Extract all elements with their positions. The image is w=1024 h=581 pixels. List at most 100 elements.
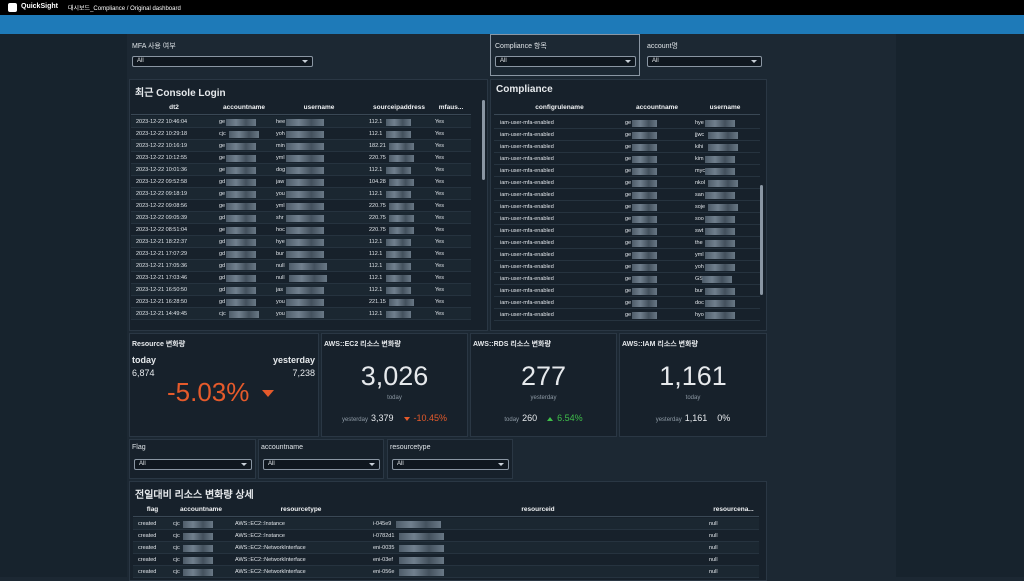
redacted — [182, 532, 213, 540]
trend-arrow — [403, 416, 410, 421]
redacted — [285, 166, 324, 174]
row-line — [131, 199, 471, 200]
table-cell: Yes — [435, 203, 444, 209]
kpi-label: yesterday — [272, 355, 315, 365]
redacted — [704, 299, 735, 307]
filter-select[interactable]: All — [263, 459, 380, 470]
redacted — [225, 298, 256, 306]
filter-select[interactable]: All — [392, 459, 509, 470]
redacted — [285, 190, 324, 198]
table-cell: ge — [219, 155, 226, 161]
kpi-number: 6,874 — [132, 368, 155, 378]
table-cell: min — [276, 143, 285, 149]
table-cell: ge — [625, 180, 632, 186]
redacted — [225, 166, 256, 174]
table-cell: iam-user-mfa-enabled — [500, 276, 554, 282]
top-bar: QuickSight 대시보드_Compliance / Original da… — [0, 0, 1024, 15]
redacted — [631, 311, 657, 319]
kpi-sub: today — [387, 395, 402, 401]
redacted — [385, 130, 411, 138]
table-cell: null — [709, 521, 718, 527]
redacted — [631, 191, 657, 199]
redacted — [708, 131, 739, 139]
redacted — [704, 119, 735, 127]
column-header: mfaus... — [438, 104, 464, 111]
table-cell: 112.1 — [369, 287, 383, 293]
table-cell: ge — [625, 168, 632, 174]
redacted — [228, 310, 259, 318]
compare-value: 1,161 — [684, 413, 708, 423]
table-cell: i-0782d1 — [373, 533, 395, 539]
table-cell: ge — [625, 288, 632, 294]
kpi-number: 7,238 — [292, 368, 315, 378]
redacted — [225, 118, 256, 126]
breadcrumb[interactable]: 대시보드_Compliance / Original dashboard — [68, 6, 181, 12]
compare-label: today — [504, 417, 520, 423]
table-cell: ge — [219, 227, 226, 233]
table-cell: gd — [219, 287, 226, 293]
filter-label: account명 — [647, 43, 678, 50]
row-line — [133, 529, 759, 530]
table-cell: 2023-12-22 08:51:04 — [136, 227, 188, 233]
filter-select[interactable]: All — [132, 56, 313, 67]
table-cell: 2023-12-22 09:05:39 — [136, 215, 188, 221]
table-cell: ge — [625, 204, 632, 210]
redacted — [631, 275, 657, 283]
redacted — [704, 155, 735, 163]
table-cell: 2023-12-22 09:18:19 — [136, 191, 188, 197]
redacted — [285, 226, 324, 234]
header-line — [133, 516, 759, 517]
table-cell: soo — [695, 216, 704, 222]
redacted — [631, 215, 657, 223]
table-cell: ge — [625, 216, 632, 222]
redacted — [285, 154, 324, 162]
table-cell: 2023-12-22 09:08:56 — [136, 203, 188, 209]
table-cell: Yes — [435, 131, 444, 137]
row-line — [131, 187, 471, 188]
row-line — [131, 223, 471, 224]
row-line — [133, 553, 759, 554]
row-line — [133, 565, 759, 566]
redacted — [182, 544, 213, 552]
table-cell: AWS::EC2::NetworkInterface — [235, 557, 306, 563]
table-cell: nkol — [695, 180, 706, 186]
kpi-title: AWS::IAM 리소스 변화량 — [622, 341, 698, 348]
row-line — [494, 320, 760, 321]
row-line — [131, 295, 471, 296]
table-cell: san — [695, 192, 704, 198]
row-line — [131, 259, 471, 260]
redacted — [631, 227, 657, 235]
table-cell: AWS::EC2::Instance — [235, 521, 285, 527]
table-cell: ge — [219, 119, 226, 125]
row-line — [131, 139, 471, 140]
redacted — [631, 155, 657, 163]
table-cell: ge — [625, 264, 632, 270]
table-cell: null — [709, 569, 718, 575]
redacted — [289, 262, 328, 270]
filter-select[interactable]: All — [134, 459, 252, 470]
row-line — [131, 151, 471, 152]
row-line — [494, 272, 760, 273]
table-cell: yoh — [276, 131, 285, 137]
row-line — [494, 140, 760, 141]
panel-title: Compliance — [496, 84, 553, 95]
filter-label: Compliance 항목 — [495, 43, 547, 50]
table-cell: 112.1 — [369, 167, 383, 173]
redacted — [388, 154, 414, 162]
redacted — [285, 310, 324, 318]
table-cell: 2023-12-21 17:07:29 — [136, 251, 188, 257]
redacted — [399, 544, 445, 552]
table-cell: 2023-12-21 14:49:45 — [136, 311, 188, 317]
filter-select[interactable]: All — [495, 56, 636, 67]
table-cell: hye — [695, 120, 704, 126]
table-cell: Yes — [435, 179, 444, 185]
table-cell: iam-user-mfa-enabled — [500, 144, 554, 150]
redacted — [385, 190, 411, 198]
app-name[interactable]: QuickSight — [21, 3, 58, 10]
filter-select[interactable]: All — [647, 56, 762, 67]
table-cell: created — [138, 545, 157, 551]
table-cell: Yes — [435, 299, 444, 305]
table-cell: dog — [276, 167, 286, 173]
